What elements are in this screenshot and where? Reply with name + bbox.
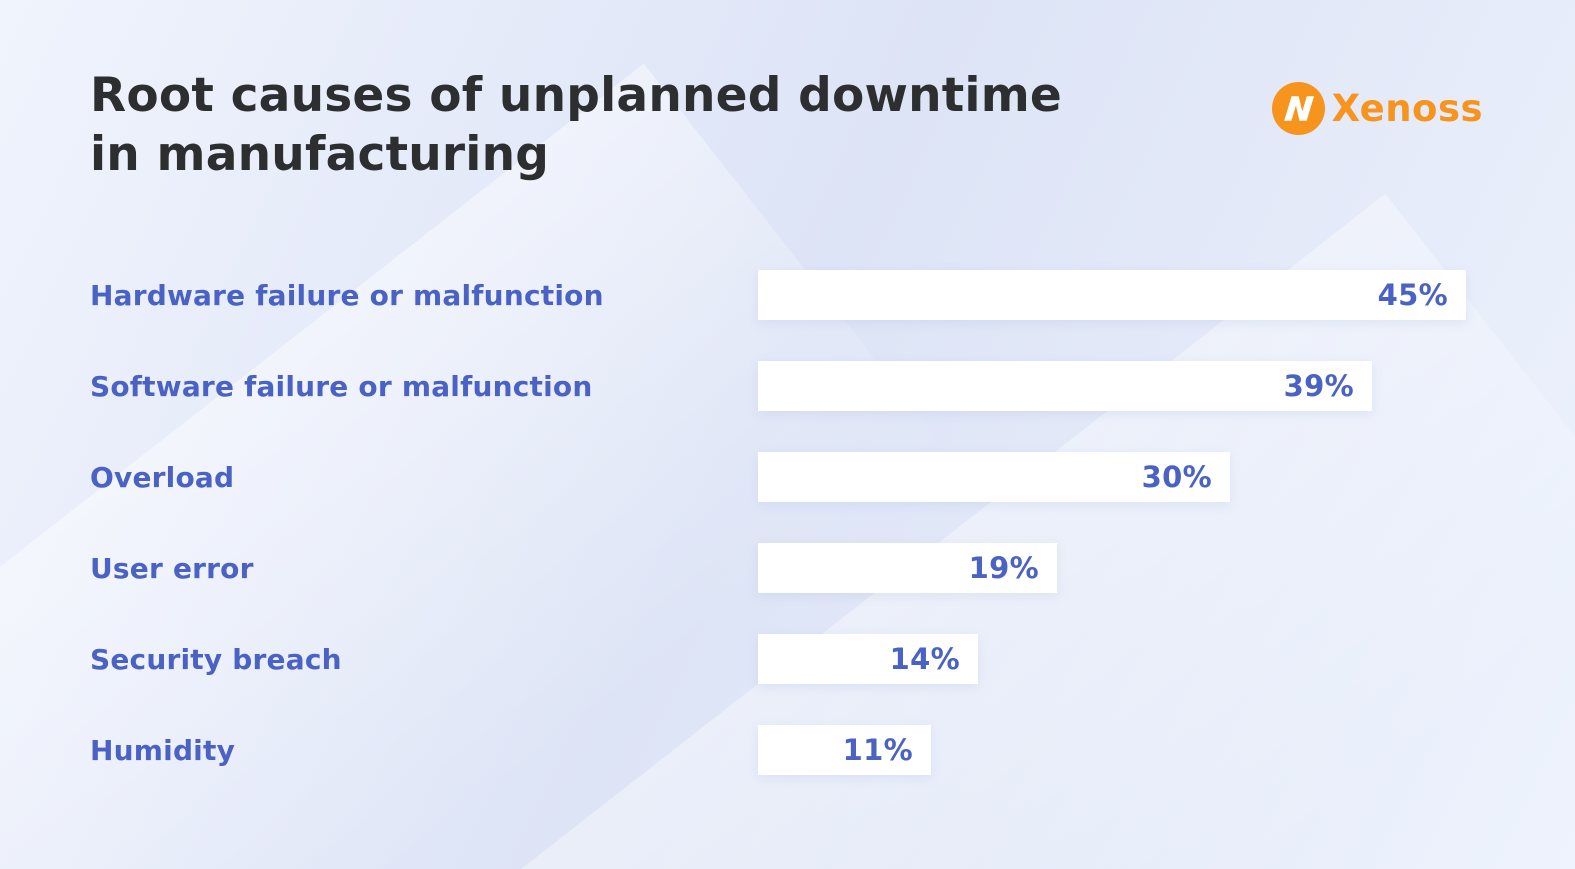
xenoss-mark-icon <box>1271 82 1325 135</box>
value-label: 14% <box>889 642 960 676</box>
bar-track: 30% <box>758 452 1575 502</box>
bar-chart: Hardware failure or malfunction 45% Soft… <box>0 270 1575 775</box>
bar-track: 11% <box>758 725 1575 775</box>
bar: 30% <box>758 452 1230 502</box>
page-title-line2: in manufacturing <box>90 127 550 182</box>
bar-row: Hardware failure or malfunction 45% <box>0 270 1575 320</box>
value-label: 19% <box>968 551 1039 585</box>
bar-track: 19% <box>758 543 1575 593</box>
value-label: 39% <box>1283 369 1354 403</box>
category-label: Overload <box>90 460 235 494</box>
bar: 19% <box>758 543 1057 593</box>
category-label: Hardware failure or malfunction <box>90 278 604 312</box>
bar-track: 14% <box>758 634 1575 684</box>
category-label: Software failure or malfunction <box>90 369 593 403</box>
bar: 39% <box>758 361 1372 411</box>
value-label: 11% <box>842 733 913 767</box>
logo-wordmark: Xenoss <box>1331 87 1483 130</box>
bar: 11% <box>758 725 931 775</box>
value-label: 30% <box>1141 460 1212 494</box>
value-label: 45% <box>1377 278 1448 312</box>
category-label: User error <box>90 551 254 585</box>
bar: 45% <box>758 270 1466 320</box>
page-title: Root causes of unplanned downtime in man… <box>90 66 1062 184</box>
bar-row: Software failure or malfunction 39% <box>0 361 1575 411</box>
bar-row: Humidity 11% <box>0 725 1575 775</box>
page-title-line1: Root causes of unplanned downtime <box>90 68 1062 123</box>
xenoss-logo: Xenoss <box>1271 82 1483 135</box>
bar-track: 45% <box>758 270 1575 320</box>
category-label: Security breach <box>90 642 342 676</box>
bar: 14% <box>758 634 978 684</box>
bar-row: User error 19% <box>0 543 1575 593</box>
bar-row: Security breach 14% <box>0 634 1575 684</box>
bar-row: Overload 30% <box>0 452 1575 502</box>
bar-track: 39% <box>758 361 1575 411</box>
category-label: Humidity <box>90 733 236 767</box>
